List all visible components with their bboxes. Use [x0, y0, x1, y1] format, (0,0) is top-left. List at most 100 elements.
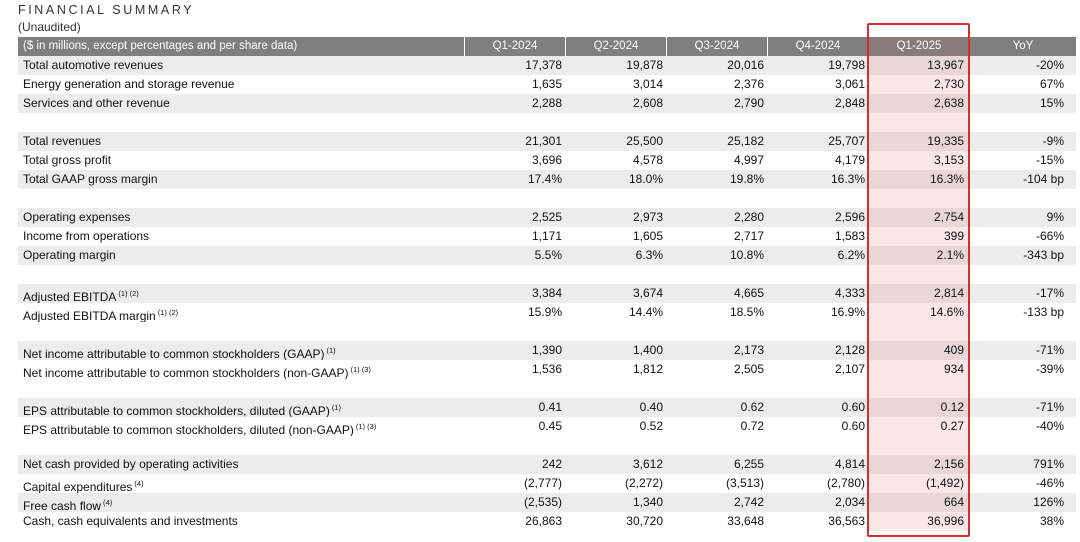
- row-label-text: Total GAAP gross margin: [23, 172, 158, 186]
- value-cell: 1,812: [632, 362, 663, 376]
- row-label-text: Total automotive revenues: [23, 58, 164, 72]
- header-label: ($ in millions, except percentages and p…: [18, 37, 465, 56]
- row-label: Income from operations: [18, 227, 465, 246]
- spacer-cell: [869, 113, 970, 132]
- yoy-cell: -66%: [1035, 229, 1064, 243]
- value-cell: 10.8%: [729, 248, 764, 262]
- table-row: Operating expenses 2,525 2,973 2,280 2,596 2,…: [18, 208, 1076, 227]
- highlighted-value-cell: 664: [869, 493, 970, 512]
- table-row: Income from operations 1,171 1,605 2,717 1,5…: [18, 227, 1076, 246]
- row-label-text: Services and other revenue: [23, 96, 170, 110]
- value-cell: 2,288: [531, 96, 562, 110]
- value-cell: 0.72: [740, 419, 764, 433]
- highlighted-value-cell: 36,996: [869, 512, 970, 531]
- row-label: Total GAAP gross margin: [18, 170, 465, 189]
- row-label: Free cash flow (4): [18, 493, 465, 512]
- row-label-text: Net income attributable to common stockh…: [23, 347, 325, 360]
- yoy-cell: -9%: [1042, 134, 1064, 148]
- value-cell: 0.52: [639, 419, 663, 433]
- highlighted-value-cell: (1,492): [869, 474, 970, 493]
- financial-summary-table: ($ in millions, except percentages and p…: [18, 37, 1076, 531]
- row-label: Total revenues: [18, 132, 465, 151]
- row-label: Total gross profit: [18, 151, 465, 170]
- value-cell: 3,014: [632, 77, 663, 91]
- row-label: Cash, cash equivalents and investments: [18, 512, 465, 531]
- value-cell: 1,390: [531, 343, 562, 357]
- footnote-marker: (1) (2): [118, 289, 139, 298]
- value-cell: 25,182: [727, 134, 764, 148]
- row-label-text: Adjusted EBITDA: [23, 290, 117, 303]
- spacer-cell: [566, 436, 667, 455]
- spacer-cell: [768, 113, 869, 132]
- value-cell: 14.4%: [628, 305, 663, 319]
- value-cell: 20,016: [727, 58, 764, 72]
- spacer-cell: [869, 189, 970, 208]
- value-cell: 1,583: [834, 229, 865, 243]
- value-cell: 0.60: [841, 419, 865, 433]
- value-cell: 0.62: [740, 400, 764, 414]
- yoy-cell: -133 bp: [1023, 305, 1064, 319]
- spacer-cell: [667, 189, 768, 208]
- spacer-cell: [667, 322, 768, 341]
- yoy-cell: -71%: [1035, 343, 1064, 357]
- value-cell: 3,384: [531, 286, 562, 300]
- page-title: FINANCIAL SUMMARY: [18, 3, 195, 17]
- yoy-cell: 791%: [1033, 457, 1064, 471]
- footnote-marker: (4): [103, 498, 113, 507]
- spacer-cell: [869, 265, 970, 284]
- table-row: EPS attributable to common stockholders,…: [18, 417, 1076, 436]
- highlighted-value-cell: 2,730: [869, 75, 970, 94]
- value-cell: 1,340: [632, 495, 663, 509]
- value-cell: 17.4%: [527, 172, 562, 186]
- row-label: Net cash provided by operating activitie…: [18, 455, 465, 474]
- value-cell: 3,674: [632, 286, 663, 300]
- yoy-cell: -39%: [1035, 362, 1064, 376]
- group-spacer: [18, 436, 1076, 455]
- spacer-cell: [869, 436, 970, 455]
- row-label-text: Energy generation and storage revenue: [23, 77, 235, 91]
- table-row: Net income attributable to common stockh…: [18, 341, 1076, 360]
- row-label: Capital expenditures (4): [18, 474, 465, 493]
- value-cell: 33,648: [727, 514, 764, 528]
- row-label-text: Operating margin: [23, 248, 116, 262]
- value-cell: 30,720: [626, 514, 663, 528]
- spacer-cell: [869, 322, 970, 341]
- value-cell: (2,780): [826, 476, 865, 490]
- row-label: Net income attributable to common stockh…: [18, 341, 465, 360]
- row-label-text: Adjusted EBITDA margin: [23, 309, 156, 322]
- table-row: Net income attributable to common stockh…: [18, 360, 1076, 379]
- value-cell: 2,717: [733, 229, 764, 243]
- row-label-text: Income from operations: [23, 229, 150, 243]
- table-row: Adjusted EBITDA margin (1) (2) 15.9% 14.4% 1…: [18, 303, 1076, 322]
- value-cell: 4,578: [632, 153, 663, 167]
- yoy-cell: 126%: [1033, 495, 1064, 509]
- value-cell: 242: [541, 457, 562, 471]
- value-cell: 2,608: [632, 96, 663, 110]
- value-cell: 1,635: [531, 77, 562, 91]
- value-cell: (2,272): [624, 476, 663, 490]
- highlighted-value-cell: 0.27: [869, 417, 970, 436]
- spacer-cell: [465, 113, 566, 132]
- value-cell: 0.40: [639, 400, 663, 414]
- footnote-marker: (1) (3): [350, 365, 371, 374]
- yoy-cell: 9%: [1046, 210, 1064, 224]
- spacer-cell: [465, 189, 566, 208]
- value-cell: 16.9%: [830, 305, 865, 319]
- spacer-cell: [18, 379, 465, 398]
- spacer-cell: [465, 436, 566, 455]
- value-cell: 21,301: [525, 134, 562, 148]
- row-label-text: Free cash flow: [23, 499, 102, 512]
- value-cell: 1,171: [531, 229, 562, 243]
- row-label: Net income attributable to common stockh…: [18, 360, 465, 379]
- table-row: Total gross profit 3,696 4,578 4,997 4,179 3,…: [18, 151, 1076, 170]
- value-cell: 2,596: [834, 210, 865, 224]
- value-cell: 15.9%: [527, 305, 562, 319]
- table-row: Free cash flow (4) (2,535) 1,340 2,742 2,034 6…: [18, 493, 1076, 512]
- highlighted-value-cell: 399: [869, 227, 970, 246]
- value-cell: 3,696: [531, 153, 562, 167]
- row-label: EPS attributable to common stockholders,…: [18, 417, 465, 436]
- table-row: Services and other revenue 2,288 2,608 2,79…: [18, 94, 1076, 113]
- column-header: Q3-2024: [667, 37, 768, 56]
- spacer-cell: [566, 322, 667, 341]
- highlighted-value-cell: 2,156: [869, 455, 970, 474]
